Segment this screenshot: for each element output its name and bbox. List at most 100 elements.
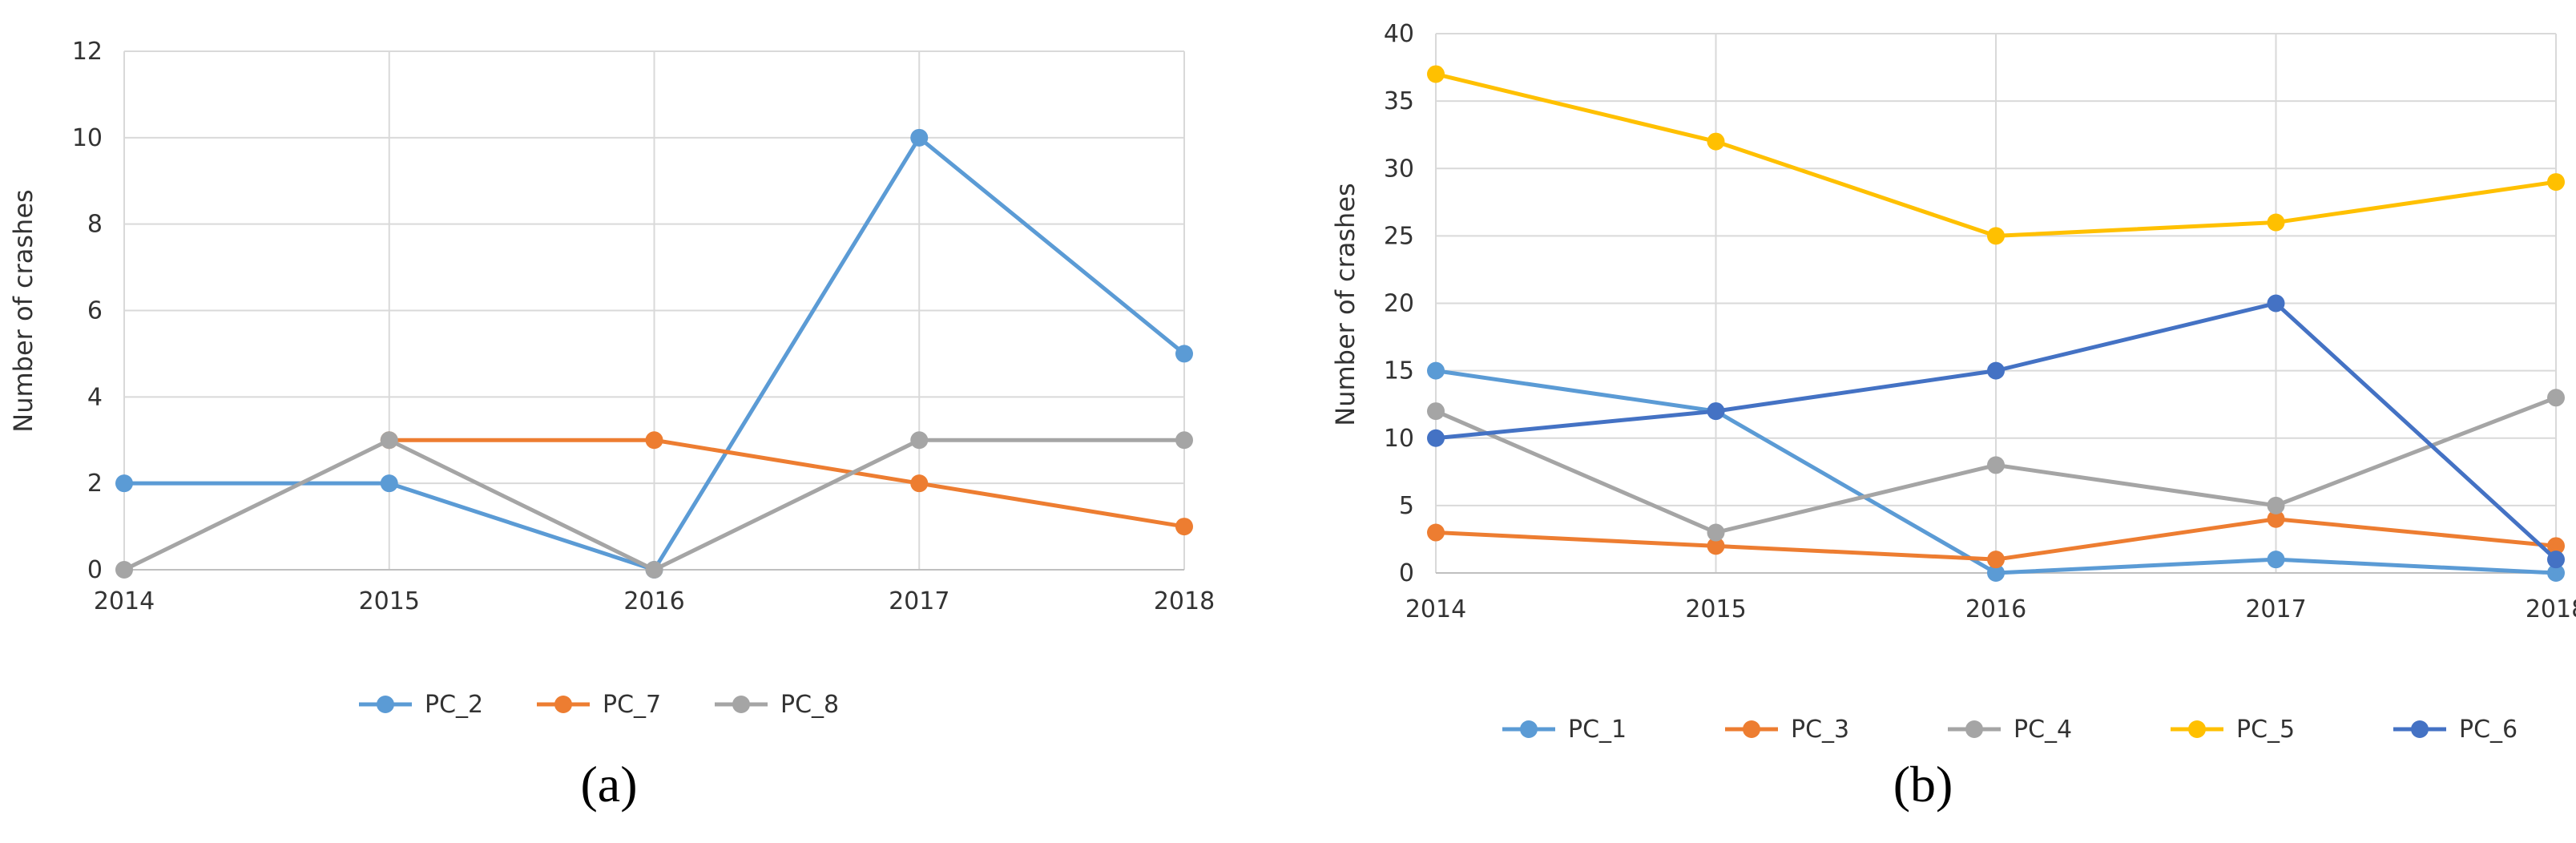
data-point-PC_2 [910, 128, 929, 147]
legend-item-PC_1: PC_1 [1502, 716, 1627, 744]
series-PC_3 [1427, 510, 2565, 569]
series-PC_8 [115, 431, 1193, 579]
data-point-PC_3 [1427, 523, 1445, 542]
legend-swatch-marker [2188, 720, 2206, 738]
data-point-PC_2 [380, 474, 398, 493]
data-point-PC_4 [1427, 402, 1445, 421]
data-point-PC_7 [910, 474, 929, 493]
data-point-PC_3 [1707, 537, 1725, 555]
series-PC_6 [1427, 294, 2565, 569]
y-tick-label: 4 [87, 383, 103, 411]
legend-item-PC_7: PC_7 [537, 691, 661, 719]
y-tick-label: 25 [1384, 222, 1414, 250]
y-tick-label: 35 [1384, 87, 1414, 115]
data-point-PC_3 [1987, 551, 2005, 569]
chart-b-y-axis-label: Number of crashes [1330, 183, 1361, 426]
series-line-PC_7 [389, 438, 1185, 529]
chart-b: 0 5 10 15 20 25 30 35 40 2014 2015 2016 2017 2018 Nu… [1330, 20, 2576, 813]
data-point-PC_4 [1987, 456, 2005, 474]
legend-label: PC_3 [1791, 716, 1849, 744]
legend-label: PC_2 [425, 691, 483, 719]
data-point-PC_1 [1427, 361, 1445, 380]
x-tick-label: 2018 [1154, 587, 1215, 615]
chart-a-series [115, 128, 1193, 579]
chart-a: 0 2 4 6 8 10 12 2014 2015 2016 2017 2018 Number of… [8, 38, 1215, 813]
chart-b-y-ticks: 0 5 10 15 20 25 30 35 40 [1384, 20, 1414, 587]
x-tick-label: 2018 [2526, 595, 2576, 623]
data-point-PC_2 [1175, 345, 1193, 363]
data-point-PC_8 [380, 431, 398, 450]
y-tick-label: 8 [87, 211, 103, 239]
chart-b-legend: PC_1 PC_3 PC_4 PC_5 PC_6 [1502, 716, 2518, 744]
chart-a-legend: PC_2 PC_7 PC_8 [359, 691, 839, 719]
y-tick-label: 30 [1384, 155, 1414, 183]
legend-swatch-marker [2411, 720, 2429, 738]
data-point-PC_6 [1987, 361, 2005, 380]
x-tick-label: 2015 [1685, 595, 1746, 623]
x-tick-label: 2017 [2245, 595, 2306, 623]
data-point-PC_1 [2267, 551, 2285, 569]
legend-label: PC_5 [2236, 716, 2295, 744]
data-point-PC_6 [2547, 551, 2565, 569]
data-point-PC_6 [2267, 294, 2285, 313]
legend-item-PC_6: PC_6 [2393, 716, 2518, 744]
panel-label-b: (b) [1893, 756, 1953, 813]
y-tick-label: 20 [1384, 290, 1414, 318]
data-point-PC_7 [1175, 518, 1193, 536]
chart-b-x-ticks: 2014 2015 2016 2017 2018 [1405, 595, 2576, 623]
legend-swatch-marker [1743, 720, 1760, 738]
x-tick-label: 2016 [1965, 595, 2026, 623]
y-tick-label: 10 [1384, 425, 1414, 453]
legend-swatch-marker [377, 696, 394, 713]
legend-label: PC_8 [780, 691, 839, 719]
legend-swatch-marker [1520, 720, 1538, 738]
legend-label: PC_4 [2014, 716, 2072, 744]
y-tick-label: 40 [1384, 20, 1414, 48]
y-tick-label: 12 [72, 38, 103, 66]
data-point-PC_7 [645, 431, 663, 450]
legend-item-PC_3: PC_3 [1725, 716, 1849, 744]
x-tick-label: 2015 [359, 587, 420, 615]
x-tick-label: 2014 [1405, 595, 1466, 623]
legend-swatch-marker [554, 696, 572, 713]
legend-swatch-marker [732, 696, 750, 713]
legend-label: PC_1 [1568, 716, 1627, 744]
y-tick-label: 6 [87, 297, 103, 325]
legend-label: PC_7 [603, 691, 661, 719]
legend-item-PC_5: PC_5 [2171, 716, 2295, 744]
data-point-PC_2 [115, 474, 133, 493]
data-point-PC_8 [1175, 431, 1193, 450]
data-point-PC_6 [1707, 402, 1725, 421]
data-point-PC_4 [1707, 523, 1725, 542]
chart-a-y-ticks: 0 2 4 6 8 10 12 [72, 38, 103, 584]
data-point-PC_1 [1987, 564, 2005, 582]
y-tick-label: 2 [87, 470, 103, 498]
legend-swatch-marker [1965, 720, 1983, 738]
legend-item-PC_2: PC_2 [359, 691, 483, 719]
y-tick-label: 10 [72, 124, 103, 152]
data-point-PC_5 [1427, 65, 1445, 83]
chart-a-x-ticks: 2014 2015 2016 2017 2018 [94, 587, 1215, 615]
data-point-PC_5 [2267, 213, 2285, 232]
data-point-PC_8 [645, 561, 663, 579]
chart-a-y-axis-label: Number of crashes [8, 189, 38, 432]
data-point-PC_6 [1427, 429, 1445, 447]
y-tick-label: 0 [87, 556, 103, 584]
legend-item-PC_8: PC_8 [715, 691, 839, 719]
x-tick-label: 2014 [94, 587, 155, 615]
data-point-PC_1 [2547, 564, 2565, 582]
data-point-PC_5 [2547, 173, 2565, 192]
data-point-PC_3 [2267, 510, 2285, 528]
data-point-PC_5 [1707, 132, 1725, 151]
data-point-PC_5 [1987, 227, 2005, 245]
legend-item-PC_4: PC_4 [1948, 716, 2072, 744]
series-PC_5 [1427, 65, 2565, 245]
data-point-PC_4 [2267, 496, 2285, 514]
data-point-PC_8 [115, 561, 133, 579]
x-tick-label: 2016 [623, 587, 684, 615]
legend-label: PC_6 [2459, 716, 2518, 744]
panel-label-a: (a) [580, 756, 637, 813]
data-point-PC_8 [910, 431, 929, 450]
y-tick-label: 15 [1384, 357, 1414, 385]
